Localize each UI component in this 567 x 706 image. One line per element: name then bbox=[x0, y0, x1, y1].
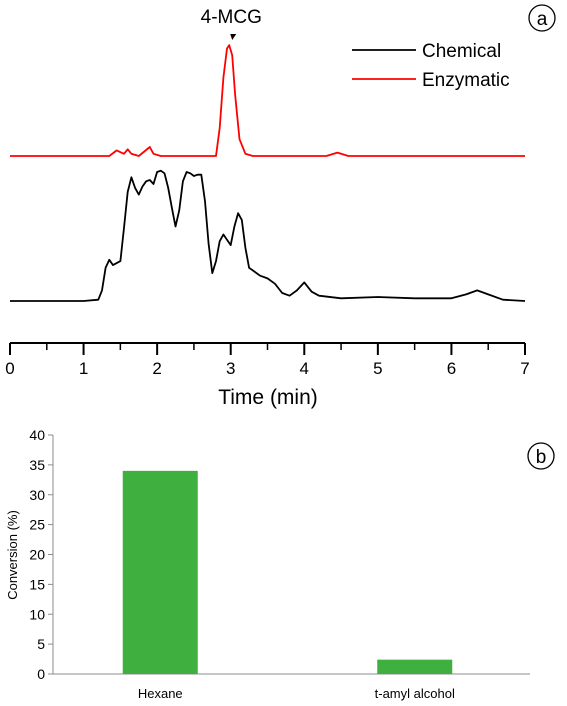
bar-t-amyl-alcohol bbox=[377, 659, 453, 674]
panel-b-badge-label: b bbox=[536, 447, 547, 468]
chemical-trace-line bbox=[10, 169, 526, 302]
legend-enzymatic-label: Enzymatic bbox=[422, 70, 510, 91]
panel-b-x-labels: Hexane t-amyl alcohol bbox=[138, 686, 455, 701]
legend: Chemical Enzymatic bbox=[352, 41, 510, 91]
y-tick-label: 15 bbox=[29, 576, 45, 592]
category-label: Hexane bbox=[138, 686, 183, 701]
x-tick-label: 7 bbox=[520, 359, 529, 378]
y-tick-label: 30 bbox=[29, 487, 45, 503]
enzymatic-trace-line bbox=[10, 44, 525, 157]
y-tick-label: 20 bbox=[29, 547, 45, 563]
x-tick-label: 4 bbox=[300, 359, 309, 378]
bar-hexane bbox=[122, 470, 198, 674]
x-tick-label: 1 bbox=[79, 359, 88, 378]
x-tick-label: 2 bbox=[152, 359, 161, 378]
peak-annotation-label: 4-MCG bbox=[201, 7, 262, 28]
x-tick-label: 3 bbox=[226, 359, 235, 378]
peak-annotation-arrow bbox=[230, 34, 237, 40]
legend-chemical-label: Chemical bbox=[422, 41, 501, 62]
y-tick-label: 40 bbox=[29, 427, 45, 443]
panel-a-chromatogram: a 4-MCG Chemical Enzymatic 0 1 2 3 4 5 6 7 Time… bbox=[5, 4, 556, 409]
panel-a-x-ticks: 0 1 2 3 4 5 6 7 bbox=[5, 343, 530, 378]
x-tick-label: 6 bbox=[447, 359, 456, 378]
panel-b-y-ticks: 0 5 10 15 20 25 30 35 40 bbox=[29, 427, 53, 682]
y-tick-label: 0 bbox=[37, 666, 45, 682]
y-tick-label: 35 bbox=[29, 457, 45, 473]
panel-b-bars bbox=[122, 470, 453, 674]
category-label: t-amyl alcohol bbox=[375, 686, 455, 701]
panel-a-badge bbox=[528, 4, 556, 32]
panel-a-badge-label: a bbox=[537, 9, 548, 30]
panel-a-x-axis-title: Time (min) bbox=[218, 386, 318, 409]
x-tick-label: 5 bbox=[373, 359, 382, 378]
y-tick-label: 5 bbox=[37, 636, 45, 652]
panel-b-y-axis-title: Conversion (%) bbox=[5, 510, 20, 600]
panel-b-badge bbox=[527, 442, 555, 470]
y-tick-label: 25 bbox=[29, 517, 45, 533]
x-tick-label: 0 bbox=[5, 359, 14, 378]
y-tick-label: 10 bbox=[29, 606, 45, 622]
